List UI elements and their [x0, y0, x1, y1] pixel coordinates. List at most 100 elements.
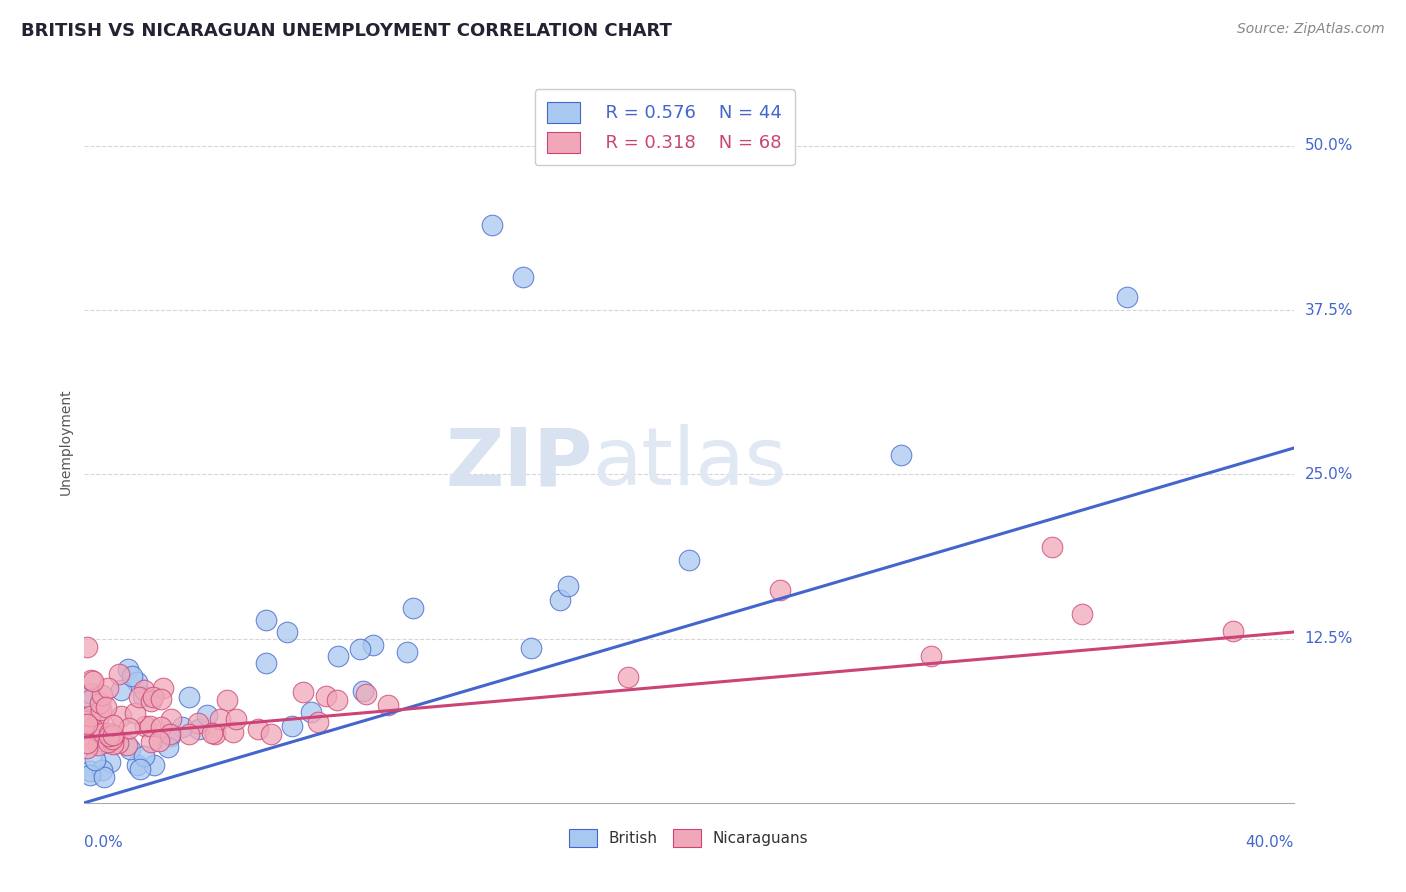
Point	[769, 582, 792, 597]
Point	[678, 553, 700, 567]
Point	[110, 709, 132, 723]
Point	[617, 670, 640, 684]
Point	[291, 685, 314, 699]
Point	[76, 640, 98, 654]
Point	[150, 691, 173, 706]
Point	[93, 770, 115, 784]
Point	[152, 681, 174, 695]
Point	[76, 716, 98, 731]
Point	[179, 690, 201, 705]
Point	[121, 669, 143, 683]
Point	[276, 625, 298, 640]
Text: 50.0%: 50.0%	[1305, 138, 1353, 153]
Point	[246, 722, 269, 736]
Point	[103, 737, 125, 751]
Point	[481, 218, 503, 232]
Point	[377, 698, 399, 713]
Point	[281, 719, 304, 733]
Legend: British, Nicaraguans: British, Nicaraguans	[564, 823, 814, 853]
Point	[315, 690, 337, 704]
Point	[1040, 540, 1063, 554]
Point	[512, 270, 534, 285]
Point	[225, 713, 247, 727]
Point	[118, 742, 141, 756]
Point	[94, 700, 117, 714]
Point	[89, 709, 111, 723]
Point	[125, 675, 148, 690]
Point	[97, 734, 120, 748]
Point	[352, 683, 374, 698]
Point	[1116, 290, 1139, 304]
Point	[118, 721, 141, 735]
Point	[200, 725, 222, 739]
Point	[134, 682, 156, 697]
Point	[82, 720, 104, 734]
Point	[97, 681, 120, 695]
Point	[187, 715, 209, 730]
Point	[299, 706, 322, 720]
Point	[129, 762, 152, 776]
Point	[98, 726, 121, 740]
Point	[890, 448, 912, 462]
Text: 12.5%: 12.5%	[1305, 632, 1353, 646]
Point	[84, 753, 107, 767]
Point	[260, 726, 283, 740]
Point	[97, 731, 120, 746]
Point	[139, 735, 162, 749]
Point	[124, 706, 146, 720]
Point	[1071, 607, 1094, 621]
Point	[254, 613, 277, 627]
Point	[76, 741, 98, 756]
Point	[76, 736, 98, 750]
Point	[132, 690, 155, 704]
Point	[79, 709, 101, 723]
Point	[98, 756, 121, 770]
Point	[197, 708, 219, 723]
Point	[177, 726, 200, 740]
Point	[79, 768, 101, 782]
Text: BRITISH VS NICARAGUAN UNEMPLOYMENT CORRELATION CHART: BRITISH VS NICARAGUAN UNEMPLOYMENT CORRE…	[21, 22, 672, 40]
Point	[150, 720, 173, 734]
Text: 40.0%: 40.0%	[1246, 835, 1294, 850]
Point	[139, 719, 162, 733]
Text: Source: ZipAtlas.com: Source: ZipAtlas.com	[1237, 22, 1385, 37]
Point	[349, 642, 371, 657]
Text: 25.0%: 25.0%	[1305, 467, 1353, 482]
Point	[91, 764, 114, 778]
Point	[80, 692, 103, 706]
Point	[110, 682, 132, 697]
Text: 37.5%: 37.5%	[1305, 302, 1353, 318]
Point	[80, 731, 103, 746]
Point	[156, 739, 179, 754]
Point	[557, 579, 579, 593]
Point	[209, 712, 232, 726]
Point	[87, 739, 110, 753]
Point	[307, 714, 329, 729]
Point	[920, 649, 942, 664]
Point	[396, 645, 419, 659]
Point	[1222, 624, 1244, 639]
Point	[79, 694, 101, 708]
Point	[125, 758, 148, 772]
Point	[134, 749, 156, 764]
Point	[76, 714, 98, 729]
Point	[222, 725, 245, 739]
Point	[117, 662, 139, 676]
Point	[79, 764, 101, 778]
Point	[215, 693, 238, 707]
Point	[519, 640, 541, 655]
Point	[402, 600, 425, 615]
Point	[98, 730, 121, 744]
Point	[101, 728, 124, 742]
Point	[142, 757, 165, 772]
Point	[187, 723, 209, 737]
Point	[128, 690, 150, 705]
Point	[91, 726, 114, 740]
Point	[160, 712, 183, 726]
Point	[107, 736, 129, 750]
Text: atlas: atlas	[592, 425, 786, 502]
Point	[103, 729, 125, 743]
Point	[159, 729, 181, 743]
Point	[91, 688, 114, 702]
Point	[82, 673, 104, 688]
